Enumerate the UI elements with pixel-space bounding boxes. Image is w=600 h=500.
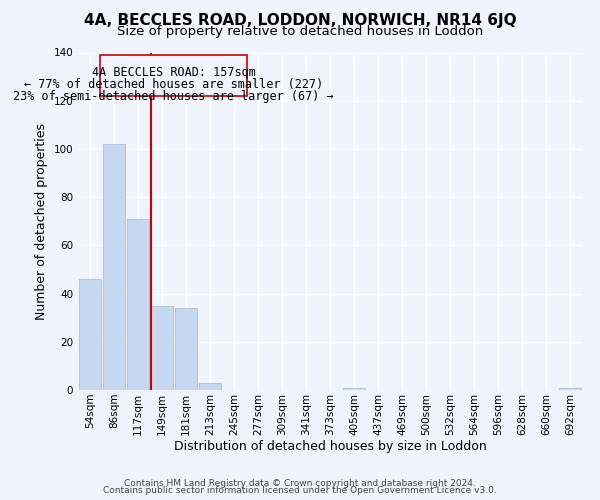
Bar [199, 383, 221, 390]
Text: ← 77% of detached houses are smaller (227): ← 77% of detached houses are smaller (22… [24, 78, 323, 91]
Text: Contains HM Land Registry data © Crown copyright and database right 2024.: Contains HM Land Registry data © Crown c… [124, 478, 476, 488]
Text: 4A BECCLES ROAD: 157sqm: 4A BECCLES ROAD: 157sqm [92, 66, 256, 79]
X-axis label: Distribution of detached houses by size in Loddon: Distribution of detached houses by size … [173, 440, 487, 454]
Bar [100, 55, 247, 96]
Y-axis label: Number of detached properties: Number of detached properties [35, 122, 48, 320]
Bar [103, 144, 125, 390]
Bar [79, 279, 101, 390]
Text: Contains public sector information licensed under the Open Government Licence v3: Contains public sector information licen… [103, 486, 497, 495]
Text: Size of property relative to detached houses in Loddon: Size of property relative to detached ho… [117, 25, 483, 38]
Bar [151, 306, 173, 390]
Bar [175, 308, 197, 390]
Bar [559, 388, 581, 390]
Text: 23% of semi-detached houses are larger (67) →: 23% of semi-detached houses are larger (… [13, 90, 334, 103]
Text: 4A, BECCLES ROAD, LODDON, NORWICH, NR14 6JQ: 4A, BECCLES ROAD, LODDON, NORWICH, NR14 … [83, 12, 517, 28]
Bar [343, 388, 365, 390]
Bar [127, 219, 149, 390]
